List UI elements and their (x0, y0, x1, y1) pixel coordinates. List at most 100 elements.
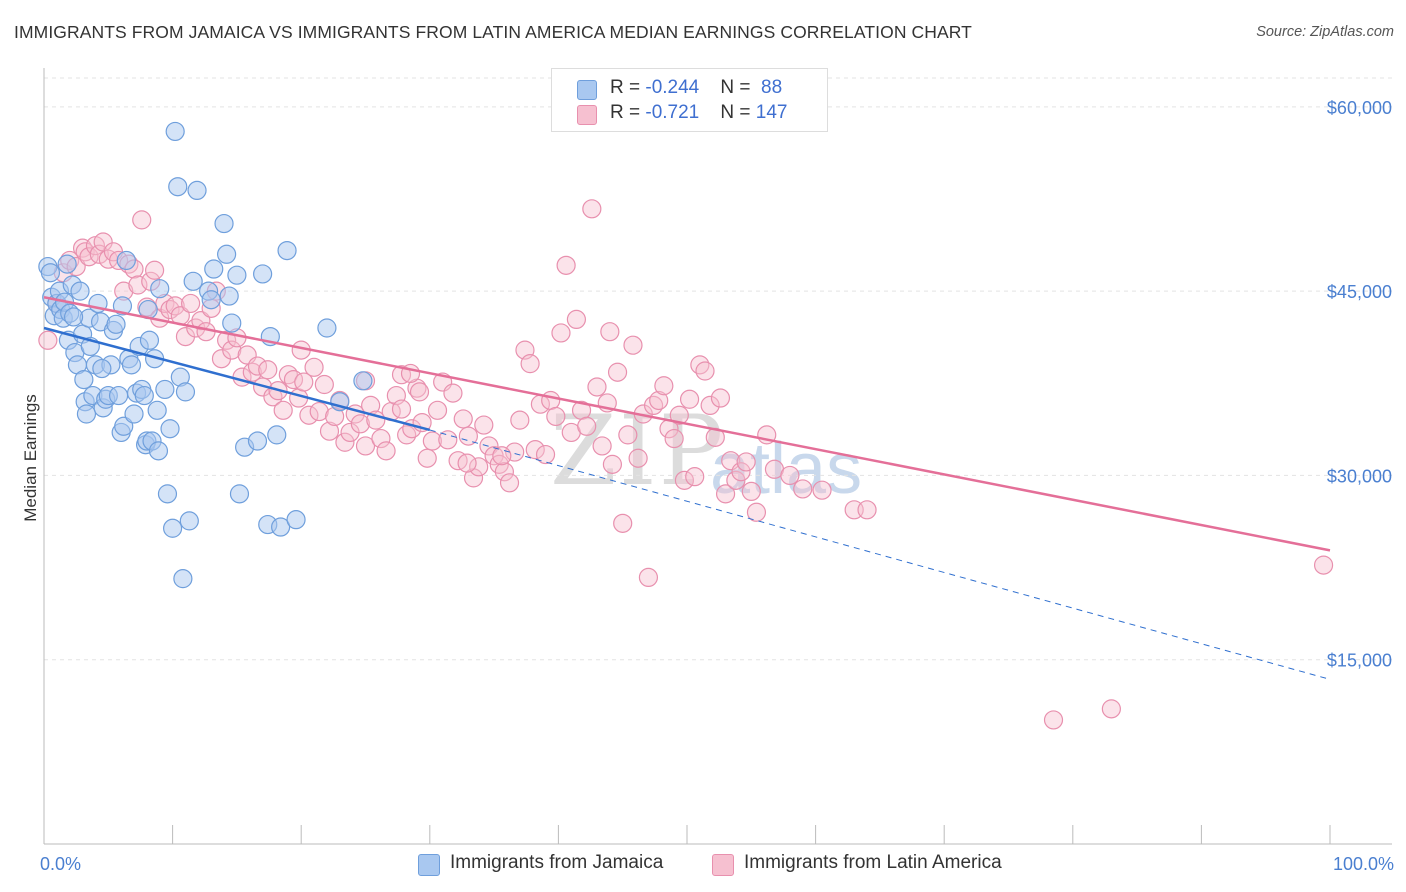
legend-r-label: R = (610, 102, 646, 123)
jamaica-point (139, 330, 160, 350)
jamaica-point (267, 425, 287, 445)
jamaica-point (150, 279, 170, 299)
jamaica-point (108, 385, 129, 406)
y-tick-label: $30,000 (1327, 466, 1392, 486)
latin-america-point (556, 255, 576, 275)
jamaica-point (163, 518, 183, 538)
latin-america-point (438, 430, 458, 450)
latin-america-point (1101, 699, 1121, 719)
latin-america-point (505, 442, 525, 462)
jamaica-point (165, 121, 185, 142)
latin-america-point (1043, 710, 1064, 730)
latin-america-point (38, 330, 58, 350)
latin-america-point (494, 462, 514, 482)
latin-america-point (600, 322, 620, 342)
jamaica-point (148, 441, 169, 461)
latin-america-point (582, 199, 602, 219)
latin-america-point (654, 376, 674, 396)
latin-america-point (690, 355, 710, 375)
latin-america-point (613, 513, 633, 533)
latin-america-point (417, 448, 437, 468)
latin-america-point (618, 425, 638, 445)
axis-labels: $15,000 $30,000 $45,000 $60,000 0.0% 100.0% Me… (21, 98, 1394, 874)
jamaica-legend-label: Immigrants from Jamaica (450, 852, 664, 873)
x-tick-label: 100.0% (1333, 854, 1394, 874)
latin-america-point (458, 426, 478, 446)
latin-america-point (371, 428, 391, 449)
latin-america-point (258, 360, 278, 380)
latin-america-point (165, 296, 185, 316)
latin-america-point (319, 421, 340, 441)
latin-america-point (391, 399, 412, 419)
jamaica-point (277, 241, 297, 261)
jamaica-point (286, 510, 306, 530)
latin-america-point (695, 361, 715, 381)
y-tick-label: $45,000 (1327, 282, 1392, 302)
latin-america-point (649, 390, 669, 411)
jamaica-point (222, 313, 242, 333)
jamaica-point (40, 263, 61, 283)
jamaica-point (157, 484, 178, 504)
jamaica-point (74, 370, 94, 390)
jamaica-point (63, 307, 84, 327)
latin-america-point (664, 428, 684, 449)
jamaica-point (160, 419, 180, 439)
latin-america-point (144, 260, 165, 280)
jamaica-point (70, 281, 90, 301)
latin-america-point (715, 484, 736, 504)
latin-america-point (857, 500, 877, 520)
latin-america-point (247, 356, 268, 376)
jamaica-point (317, 318, 337, 338)
latin-america-point (669, 405, 689, 425)
legend-r-value: -0.244 (645, 77, 700, 98)
latin-america-point (128, 275, 148, 295)
latin-america-point (273, 400, 293, 420)
legend-r-label: R = (610, 77, 646, 98)
jamaica-legend-swatch (418, 854, 440, 876)
jamaica-point (214, 213, 234, 234)
y-tick-label: $60,000 (1327, 98, 1392, 118)
jamaica-trendline (43, 326, 431, 432)
latin-america-point (510, 410, 530, 430)
latin-america-point (592, 436, 612, 456)
latin-swatch (577, 105, 597, 125)
jamaica-point (155, 379, 175, 400)
latin-america-point (299, 405, 319, 425)
latin-america-point (422, 431, 442, 451)
latin-america-trendline (43, 296, 1331, 552)
jamaica-point (106, 314, 126, 334)
y-tick-label: $15,000 (1327, 651, 1392, 671)
latin-america-point (741, 481, 761, 501)
latin-legend-label: Immigrants from Latin America (744, 852, 1002, 873)
latin-america-point (525, 440, 545, 460)
jamaica-points (38, 121, 373, 589)
latin-america-point (93, 232, 113, 252)
jamaica-point (57, 254, 77, 274)
latin-america-point (355, 436, 376, 456)
jamaica-point (271, 517, 291, 537)
latin-america-point (731, 462, 751, 482)
latin-america-point (132, 210, 152, 230)
latin-america-point (222, 340, 242, 360)
legend-n-value: 88 (761, 77, 783, 98)
latin-legend-swatch (712, 854, 734, 876)
latin-america-point (551, 323, 571, 343)
latin-america-point (674, 470, 695, 490)
latin-america-point (736, 452, 756, 472)
latin-america-point (607, 362, 628, 382)
latin-america-point (685, 467, 705, 487)
jamaica-point (247, 431, 268, 451)
jamaica-point (124, 404, 144, 424)
latin-america-point (499, 473, 520, 493)
jamaica-point (76, 404, 97, 424)
legend-n-value: 147 (755, 102, 788, 123)
jamaica-point (219, 286, 239, 306)
source-label: Source: ZipAtlas.com (1256, 24, 1394, 40)
latin-america-point (1313, 555, 1334, 575)
trend-lines (43, 296, 1331, 680)
jamaica-point (229, 484, 250, 504)
latin-america-point (746, 502, 767, 522)
correlation-legend: R = -0.244 N = 88 R = -0.721 N = 147 (551, 68, 828, 132)
latin-america-point (314, 374, 334, 395)
jamaica-point (121, 355, 142, 375)
